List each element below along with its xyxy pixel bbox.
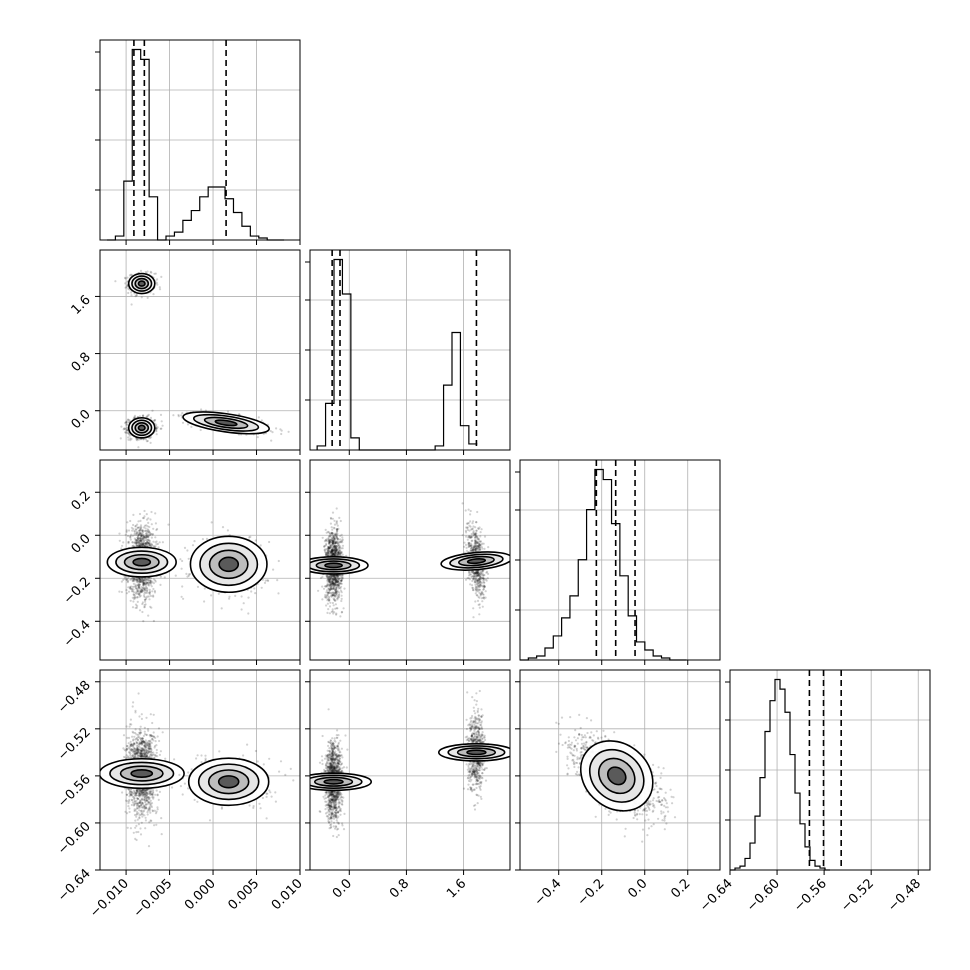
density-contour [217,775,240,789]
x-tick-label: −0.010 [87,876,132,921]
density-contour [214,419,238,427]
y-tick-label: −0.2 [61,575,94,608]
density-contour [137,280,146,287]
y-tick-label: −0.56 [55,772,94,811]
x-tick-label: −0.48 [885,876,924,915]
scatter-panel-2-1 [305,459,511,665]
x-tick-label: 0.2 [668,876,693,901]
y-tick-label: −0.52 [55,725,94,764]
density-contour [218,556,240,573]
y-tick-label: −0.48 [55,678,94,717]
x-tick-label: 1.6 [444,876,469,901]
scatter-panel-3-1: 0.0 0.8 1.6 [305,669,511,901]
panel-frame [99,459,301,661]
x-tick-label: 0.010 [269,876,306,913]
y-tick-label: −0.60 [55,819,94,858]
histogram-step [106,48,285,241]
x-tick-label: −0.2 [575,876,608,909]
y-tick-label: 1.6 [69,293,94,318]
x-tick-label: −0.64 [697,876,736,915]
x-tick-label: 0.8 [387,876,412,901]
scatter-panel-3-0: −0.010−0.005 0.000 0.005 0.010 −0.64 −0.60 −0.… [55,669,306,921]
histogram-panel-1 [305,249,511,455]
x-tick-label: −0.52 [838,876,877,915]
y-tick-label: 0.0 [69,407,94,432]
density-contour [324,562,343,569]
histogram-step [520,468,687,661]
x-tick-label: −0.4 [532,876,565,909]
x-tick-label: 0.000 [182,876,219,913]
x-tick-label: 0.0 [625,876,650,901]
y-tick-label: 0.2 [69,488,94,513]
x-tick-label: −0.60 [744,876,783,915]
density-contour [132,557,152,567]
scatter-panel-3-2: −0.4 −0.2 0.0 0.2 [515,669,721,909]
x-tick-label: 0.0 [330,876,355,901]
panel-frame [99,669,301,871]
y-tick-label: 0.8 [69,350,94,375]
density-contour [606,766,627,786]
y-tick-label: −0.64 [55,866,94,905]
density-contour [130,769,154,779]
density-contour [466,558,487,565]
panel-frame [99,249,301,451]
x-tick-label: 0.005 [225,876,262,913]
x-tick-label: −0.56 [791,876,830,915]
panel-frame [309,669,511,871]
density-contour [137,424,146,432]
histogram-step [316,258,478,451]
panel-frame [309,459,511,661]
density-contour [466,749,487,756]
histogram-panel-3: −0.64 −0.60 −0.56 −0.52 −0.48 [697,669,931,915]
scatter-panel-1-0: 0.0 0.8 1.6 [69,249,301,455]
histogram-step [730,678,830,871]
y-tick-label: 0.0 [69,531,94,556]
y-tick-label: −0.4 [61,618,94,651]
histogram-panel-0 [95,39,301,245]
histogram-panel-2 [515,459,721,665]
density-contour [323,778,344,785]
x-tick-label: −0.005 [131,876,176,921]
panel-frame [519,669,721,871]
scatter-panel-2-0: −0.4 −0.2 0.0 0.2 [61,459,301,665]
